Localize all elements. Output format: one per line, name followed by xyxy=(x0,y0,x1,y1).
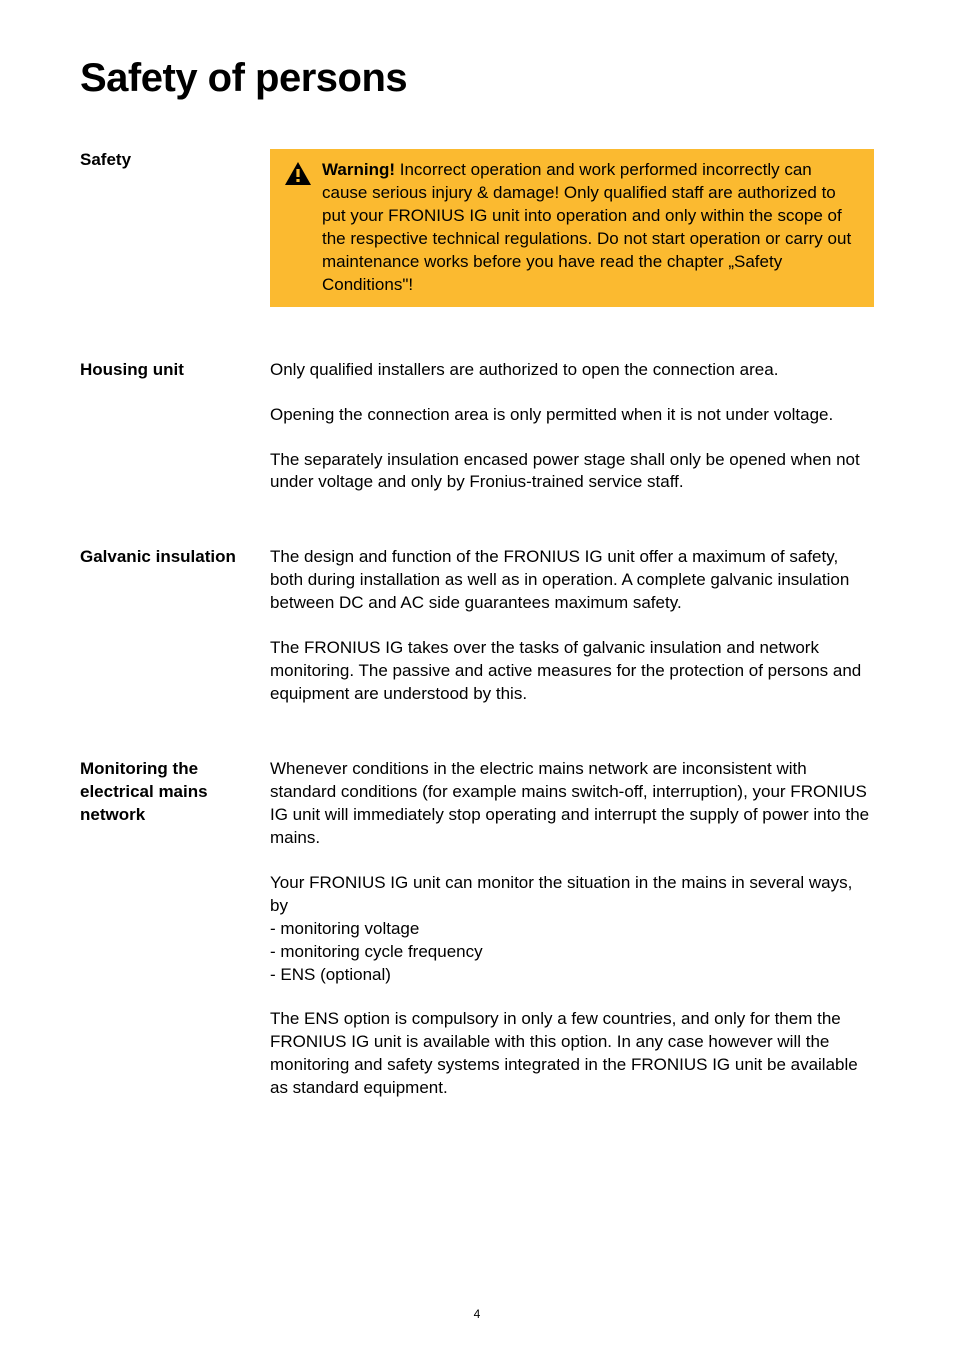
warning-body: Incorrect operation and work performed i… xyxy=(322,160,851,294)
housing-p3: The separately insulation encased power … xyxy=(270,449,874,495)
section-label-galvanic: Galvanic insulation xyxy=(80,546,270,706)
warning-box: Warning! Incorrect operation and work pe… xyxy=(270,149,874,307)
section-content-housing: Only qualified installers are authorized… xyxy=(270,359,874,495)
section-content-galvanic: The design and function of the FRONIUS I… xyxy=(270,546,874,706)
section-label-housing: Housing unit xyxy=(80,359,270,495)
page-title: Safety of persons xyxy=(80,56,874,101)
section-content-monitoring: Whenever conditions in the electric main… xyxy=(270,758,874,1100)
list-item: monitoring cycle frequency xyxy=(270,941,874,964)
page-number: 4 xyxy=(0,1307,954,1321)
monitoring-p1: Whenever conditions in the electric main… xyxy=(270,758,874,850)
section-safety: Safety Warning! Incorrect operation and … xyxy=(80,149,874,307)
housing-p1: Only qualified installers are authorized… xyxy=(270,359,874,382)
monitoring-p3: The ENS option is compulsory in only a f… xyxy=(270,1008,874,1100)
list-item: ENS (optional) xyxy=(270,964,874,987)
section-galvanic: Galvanic insulation The design and funct… xyxy=(80,546,874,706)
galvanic-p1: The design and function of the FRONIUS I… xyxy=(270,546,874,615)
section-label-monitoring: Monitoring the electrical mains network xyxy=(80,758,270,1100)
monitoring-p2: Your FRONIUS IG unit can monitor the sit… xyxy=(270,872,874,918)
warning-text: Warning! Incorrect operation and work pe… xyxy=(322,159,860,297)
monitoring-bullets: monitoring voltage monitoring cycle freq… xyxy=(270,918,874,987)
list-item: monitoring voltage xyxy=(270,918,874,941)
document-page: Safety of persons Safety Warning! Incorr… xyxy=(0,0,954,1351)
section-content-safety: Warning! Incorrect operation and work pe… xyxy=(270,149,874,307)
galvanic-p2: The FRONIUS IG takes over the tasks of g… xyxy=(270,637,874,706)
housing-p2: Opening the connection area is only perm… xyxy=(270,404,874,427)
section-housing: Housing unit Only qualified installers a… xyxy=(80,359,874,495)
warning-icon xyxy=(284,161,312,186)
section-monitoring: Monitoring the electrical mains network … xyxy=(80,758,874,1100)
warning-bold: Warning! xyxy=(322,160,395,179)
section-label-safety: Safety xyxy=(80,149,270,307)
